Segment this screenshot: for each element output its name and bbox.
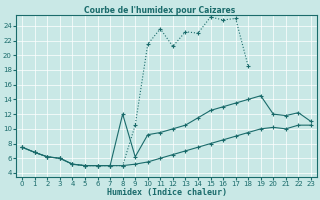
X-axis label: Humidex (Indice chaleur): Humidex (Indice chaleur) bbox=[107, 188, 227, 197]
Text: Courbe de l'humidex pour Caizares: Courbe de l'humidex pour Caizares bbox=[84, 6, 236, 15]
